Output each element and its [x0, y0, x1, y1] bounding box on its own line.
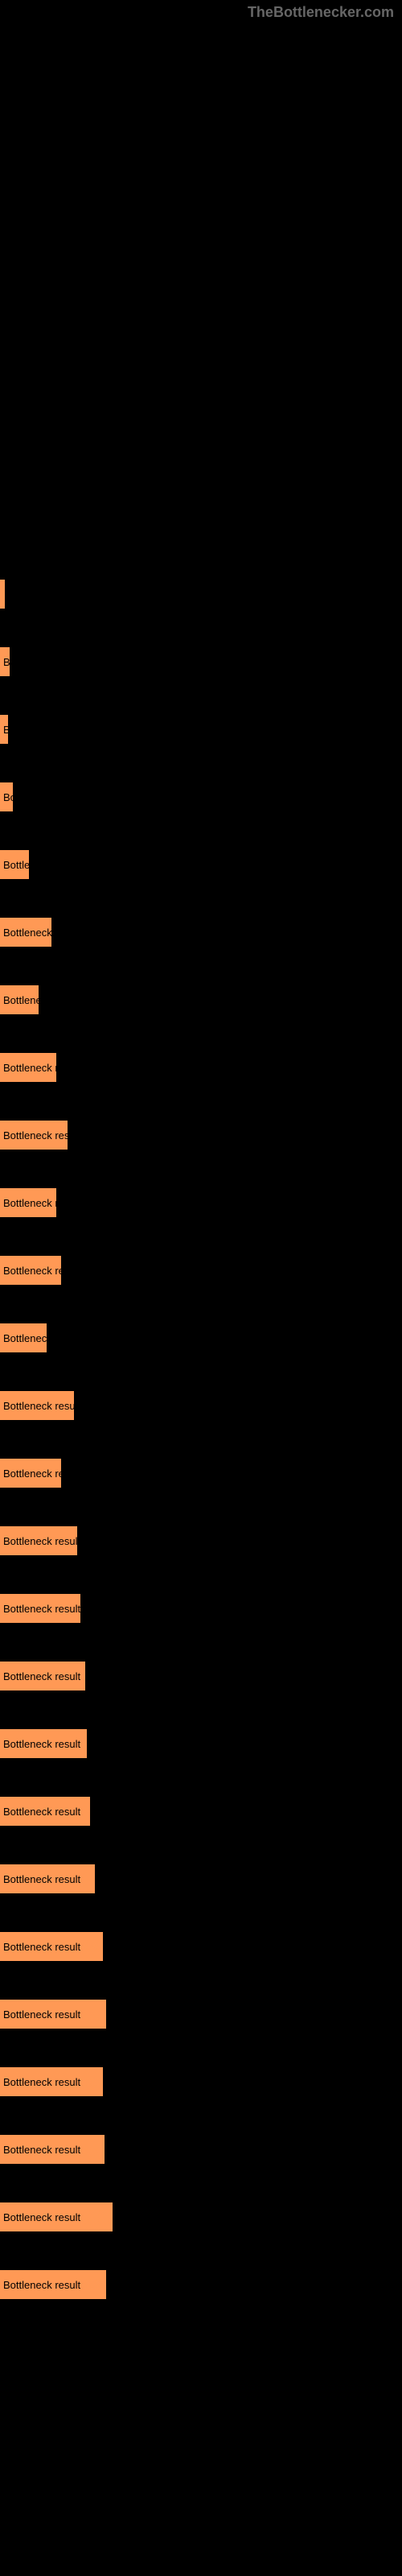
bar: Bottleneck result: [0, 1662, 85, 1690]
bar: Bottleneck result: [0, 1797, 90, 1826]
bar: B: [0, 647, 10, 676]
bar: Bottleneck resul: [0, 1121, 68, 1150]
bar: Bottleneck result: [0, 1864, 95, 1893]
bar-row: Bottleneck result: [0, 1729, 402, 1758]
bar-row: Bottleneck res: [0, 1459, 402, 1488]
bar: Bottleneck result: [0, 2135, 105, 2164]
bar-row: Bottleneck result: [0, 1391, 402, 1420]
bar-row: Bottleneck result: [0, 2067, 402, 2096]
bar: Bottleneck re: [0, 1188, 56, 1217]
bar: [0, 580, 5, 609]
bar: Bottleneck: [0, 1323, 47, 1352]
bar-row: Bottleneck result: [0, 2202, 402, 2231]
bar-row: Bottleneck result: [0, 2000, 402, 2029]
bar-row: Bo: [0, 782, 402, 811]
bar: Bottleneck result: [0, 2067, 103, 2096]
bar: Bottleneck result: [0, 1594, 80, 1623]
bar-row: Bottleneck result: [0, 1662, 402, 1690]
bar-row: Bottleneck resul: [0, 1121, 402, 1150]
bar-row: Bottleneck: [0, 1323, 402, 1352]
watermark-text: TheBottlenecker.com: [248, 4, 394, 21]
bar-row: Bottler: [0, 850, 402, 879]
bar-row: Bottleneck result: [0, 1864, 402, 1893]
bar-row: B: [0, 715, 402, 744]
bar-row: Bottleneck result: [0, 2135, 402, 2164]
bar: Bottleneck res: [0, 1459, 61, 1488]
bar-row: Bottleneck re: [0, 1053, 402, 1082]
bar-row: Bottleneck result: [0, 2270, 402, 2299]
bar: Bottleneck result: [0, 2202, 113, 2231]
bar-row: Bottleneck re: [0, 1188, 402, 1217]
bar-row: Bottleneck result: [0, 1932, 402, 1961]
bar: Bottleneck result: [0, 1526, 77, 1555]
bar: Bottler: [0, 850, 29, 879]
bar-row: Bottleneck r: [0, 918, 402, 947]
bar-row: Bottleneck result: [0, 1594, 402, 1623]
bar: B: [0, 715, 8, 744]
bar-row: Bottlene: [0, 985, 402, 1014]
bar-row: Bottleneck result: [0, 1797, 402, 1826]
bar: Bottleneck result: [0, 1391, 74, 1420]
bar: Bottleneck r: [0, 918, 51, 947]
bar-row: [0, 580, 402, 609]
bar-chart: B B Bo Bottler Bottleneck r Bottlene Bottlenec…: [0, 0, 402, 2354]
bar: Bottleneck res: [0, 1256, 61, 1285]
bar: Bottleneck result: [0, 1729, 87, 1758]
bar: Bottleneck result: [0, 1932, 103, 1961]
bar: Bottlene: [0, 985, 39, 1014]
bar: Bottleneck result: [0, 2000, 106, 2029]
bar-row: Bottleneck result: [0, 1526, 402, 1555]
bar: Bottleneck re: [0, 1053, 56, 1082]
bar-row: B: [0, 647, 402, 676]
bar-row: Bottleneck res: [0, 1256, 402, 1285]
bar: Bottleneck result: [0, 2270, 106, 2299]
bar: Bo: [0, 782, 13, 811]
